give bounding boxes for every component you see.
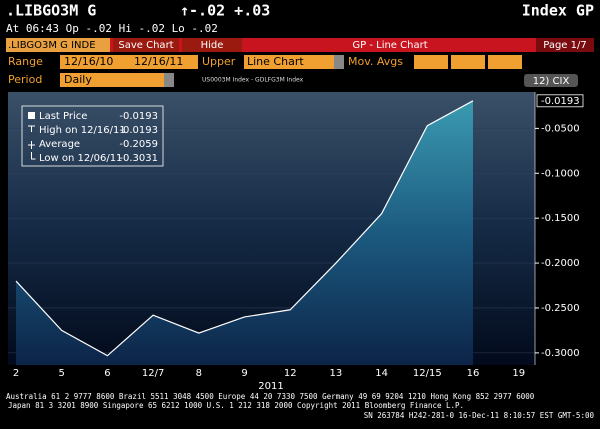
- x-tick-label: 12/15: [413, 368, 442, 379]
- security[interactable]: .LIBGO3M G INDE: [8, 40, 96, 51]
- footer-line: Japan 81 3 3201 8900 Singapore 65 6212 1…: [8, 401, 464, 410]
- last-price-label: -0.0193: [541, 96, 580, 107]
- footer-line: SN 263784 H242-281-0 16-Dec-11 8:10:57 E…: [364, 411, 595, 420]
- upper-input[interactable]: [244, 55, 344, 69]
- legend-value: -0.0193: [119, 125, 158, 136]
- legend-value: -0.0193: [119, 111, 158, 122]
- y-tick-label: -0.2500: [541, 303, 580, 314]
- hide-button[interactable]: [182, 38, 242, 52]
- ma-input[interactable]: [414, 55, 448, 69]
- x-tick-label: 9: [241, 368, 247, 379]
- line: [15, 100, 474, 357]
- page[interactable]: Page 1/7: [543, 40, 586, 51]
- legend-name: Last Price: [39, 111, 87, 122]
- y-tick-label: -0.1000: [541, 168, 580, 179]
- x-tick-label: 2: [13, 368, 19, 379]
- cix-button[interactable]: [524, 74, 578, 87]
- ma-input[interactable]: [488, 55, 522, 69]
- quote: At 06:43 Op -.02 Hi -.02 Lo -.02: [6, 22, 218, 35]
- area: [16, 100, 473, 365]
- save-label[interactable]: Save Chart: [118, 40, 173, 51]
- y-tick-label: -0.2000: [541, 258, 580, 269]
- mov-avgs-label: Mov. Avgs: [348, 55, 403, 68]
- period-label: Period: [8, 73, 42, 86]
- legend-value: -0.3031: [119, 153, 158, 164]
- upper-label: Upper: [202, 55, 236, 68]
- legend-box: [21, 105, 164, 167]
- x-tick-label: 6: [104, 368, 110, 379]
- upper[interactable]: Line Chart: [247, 55, 304, 68]
- ma-input[interactable]: [451, 55, 485, 69]
- ticker: .LIBGO3M G: [6, 2, 96, 20]
- end-input[interactable]: [128, 55, 198, 69]
- start-input[interactable]: [60, 55, 128, 69]
- cix[interactable]: 12) CIX: [533, 76, 570, 87]
- range-label: Range: [8, 55, 43, 68]
- start[interactable]: 12/16/10: [64, 55, 113, 68]
- x-tick-label: 5: [59, 368, 65, 379]
- hide-label[interactable]: Hide: [201, 40, 224, 51]
- legend-icon: [28, 141, 35, 149]
- x-tick-label: 14: [375, 368, 388, 379]
- x-tick-label: 8: [196, 368, 202, 379]
- x-axis-label: 2011: [258, 381, 283, 392]
- x-tick-label: 19: [512, 368, 525, 379]
- legend-name: Low on 12/06/11: [39, 153, 122, 164]
- legend-name: High on 12/16/11: [39, 125, 126, 136]
- x-tick-label: 13: [330, 368, 343, 379]
- x-tick-label: 12/7: [142, 368, 164, 379]
- function: Index GP: [522, 2, 594, 20]
- legend-value: -0.2059: [119, 139, 158, 150]
- period-input[interactable]: [60, 73, 174, 87]
- y-tick-label: -0.0500: [541, 123, 580, 134]
- save-button[interactable]: [113, 38, 179, 52]
- x-tick-label: 16: [467, 368, 480, 379]
- y-tick-label: -0.1500: [541, 213, 580, 224]
- x-tick-label: 12: [284, 368, 297, 379]
- change: ↑-.02 +.03: [180, 2, 270, 20]
- dropdown[interactable]: [334, 55, 344, 69]
- page-box[interactable]: [536, 38, 594, 52]
- legend-name: Average: [39, 139, 80, 150]
- last-price-box: [536, 94, 584, 108]
- end[interactable]: 12/16/11: [134, 55, 183, 68]
- dropdown[interactable]: [164, 73, 174, 87]
- y-tick-label: -0.3000: [541, 348, 580, 359]
- footer-line: Australia 61 2 9777 8600 Brazil 5511 304…: [6, 392, 535, 401]
- legend-icon: [31, 152, 36, 160]
- legend-icon: [28, 112, 35, 119]
- legend-icon: [28, 125, 35, 132]
- toolbar-title: GP - Line Chart: [352, 40, 427, 51]
- spread: US0003M Index - GDLFG3M Index: [202, 77, 304, 84]
- period[interactable]: Daily: [64, 73, 92, 86]
- plot: [8, 100, 535, 365]
- security-box[interactable]: [6, 38, 110, 52]
